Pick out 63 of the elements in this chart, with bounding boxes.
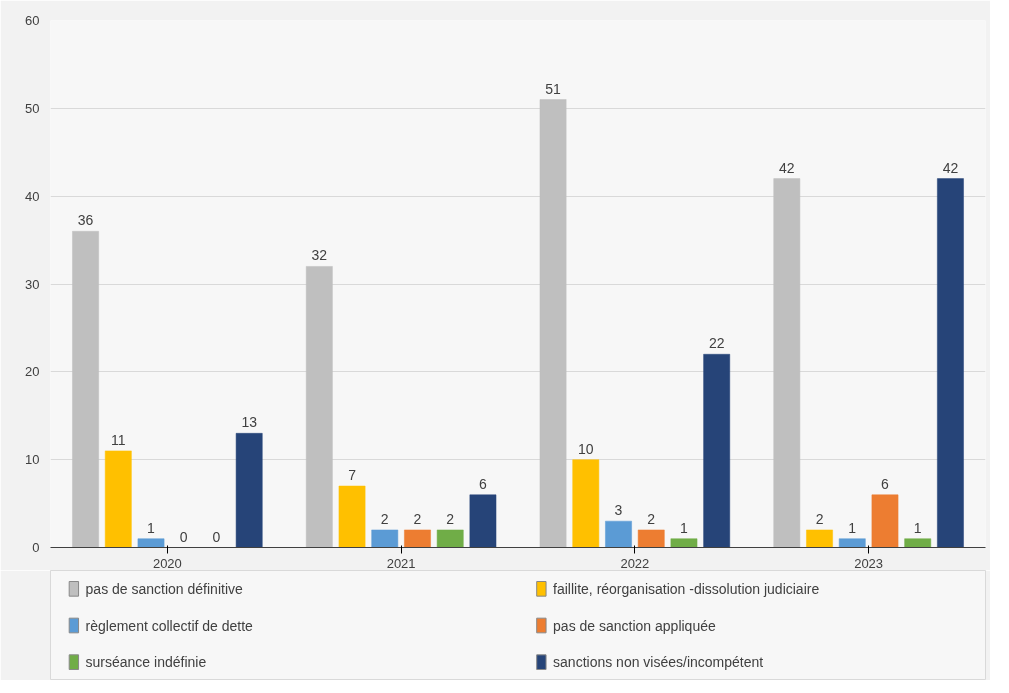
data-label: 3	[614, 502, 623, 519]
x-tick-label: 2020	[152, 555, 182, 571]
data-label: 42	[779, 159, 795, 176]
bar	[235, 433, 263, 548]
bar	[104, 450, 132, 548]
bar	[637, 529, 665, 548]
bar	[838, 538, 866, 548]
y-tick-label: 60	[25, 13, 40, 28]
bar	[371, 529, 399, 548]
data-label: 1	[147, 519, 156, 536]
data-label: 10	[578, 440, 594, 457]
x-tick-label: 2023	[854, 555, 884, 571]
data-label: 2	[380, 510, 389, 527]
bar	[806, 529, 833, 548]
data-label: 6	[881, 475, 890, 492]
bar	[469, 494, 497, 548]
bar	[338, 485, 366, 548]
x-tick-label: 2022	[620, 555, 650, 571]
data-label: 11	[111, 431, 126, 448]
bar	[937, 178, 964, 548]
data-label: 42	[942, 159, 959, 176]
data-label: 2	[647, 510, 656, 527]
data-label: 1	[913, 519, 922, 536]
legend-label: faillite, réorganisation -dissolution judiciaire	[553, 580, 820, 597]
data-label: 7	[348, 467, 357, 484]
y-tick-label: 30	[25, 276, 40, 292]
bar	[305, 266, 333, 548]
data-label: 22	[708, 335, 725, 352]
bar	[404, 529, 431, 548]
data-label: 6	[479, 475, 488, 492]
data-label: 32	[311, 247, 328, 264]
y-tick-label: 40	[25, 188, 40, 204]
data-label: 36	[77, 212, 94, 229]
bar	[871, 494, 899, 548]
data-label: 51	[545, 80, 562, 97]
bar	[904, 538, 932, 548]
legend-label: sanctions non visées/incompétent	[553, 654, 764, 671]
legend-label: pas de sanction appliquée	[553, 617, 716, 634]
bar	[572, 459, 600, 548]
bar	[539, 99, 567, 548]
bar	[605, 520, 632, 548]
y-tick-label: 10	[25, 452, 40, 468]
data-label: 0	[212, 528, 221, 545]
bar	[137, 538, 165, 548]
data-label: 2	[446, 510, 455, 527]
data-label: 13	[241, 414, 258, 431]
data-label: 1	[848, 519, 857, 536]
data-label: 2	[815, 510, 824, 527]
legend-label: pas de sanction définitive	[85, 580, 243, 597]
x-tick-label: 2021	[386, 555, 416, 571]
bar	[72, 231, 99, 548]
bar	[703, 354, 731, 548]
legend-label: surséance indéfinie	[85, 654, 207, 671]
y-tick-label: 50	[25, 100, 40, 116]
bar	[773, 178, 801, 548]
y-tick-label: 0	[32, 540, 40, 555]
y-tick-label: 20	[25, 364, 40, 380]
bar	[436, 529, 464, 548]
data-label: 2	[413, 510, 422, 527]
data-label: 0	[179, 528, 188, 545]
data-label: 1	[680, 519, 689, 536]
legend-label: règlement collectif de dette	[85, 617, 254, 634]
bar	[670, 538, 698, 548]
